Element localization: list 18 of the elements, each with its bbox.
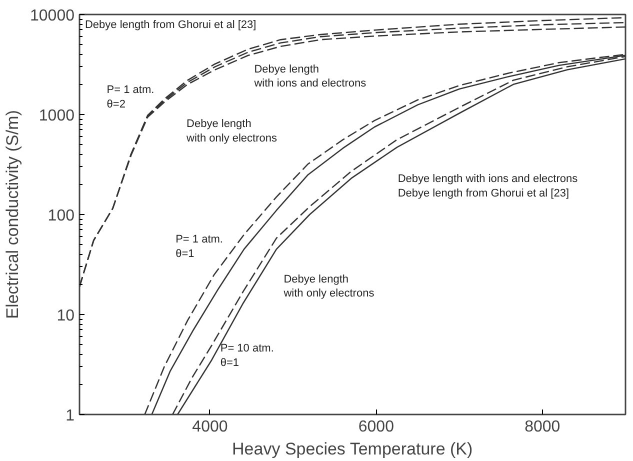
y-tick-label: 1000: [38, 108, 75, 124]
annotation: Debye length from Ghorui et al [23]: [84, 18, 256, 31]
x-tick-label: 8000: [524, 418, 560, 436]
y-axis-title: Electrical conductivity (S/m): [3, 110, 22, 319]
y-tick-label: 1: [66, 408, 75, 424]
x-tick-label: 4000: [192, 418, 228, 436]
annotation: Debye length with ions and electrons Debye length from Ghorui et al [23]: [398, 172, 578, 200]
annotation: P= 1 atm. θ=1: [176, 234, 223, 260]
annotation: Debye length with ions and electrons: [253, 63, 367, 90]
annotation: P= 1 atm. θ=2: [106, 84, 154, 110]
annotation: Debye length with only electrons: [282, 273, 375, 300]
x-tick-label: 6000: [358, 418, 394, 436]
annotation: P= 10 atm. θ=1: [220, 342, 274, 369]
x-axis-title: Heavy Species Temperature (K): [232, 440, 473, 458]
annotation: Debye length with only electrons: [186, 118, 278, 144]
y-tick-label: 100: [48, 208, 75, 224]
y-tick-label: 10000: [30, 8, 75, 24]
y-tick-label: 10: [56, 308, 75, 324]
